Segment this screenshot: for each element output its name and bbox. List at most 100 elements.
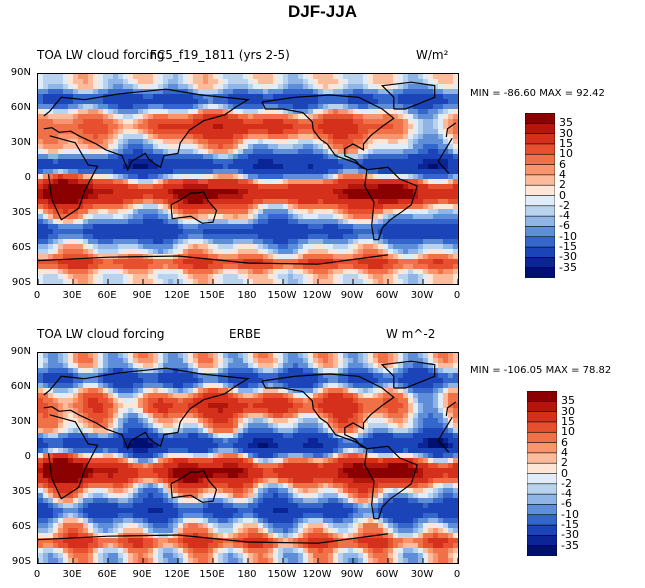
field-cell [163,189,169,195]
field-cell [188,89,194,95]
field-cell [168,224,174,230]
field-cell [128,174,134,180]
field-cell [43,393,49,399]
field-cell [403,184,409,190]
field-cell [418,239,424,245]
field-cell [408,89,414,95]
field-cell [393,358,399,364]
field-cell [433,423,439,429]
field-cell [53,408,59,414]
field-cell [333,224,339,230]
field-cell [308,164,314,170]
field-cell [128,368,134,374]
field-cell [163,179,169,185]
field-cell [218,249,224,255]
field-cell [208,254,214,260]
field-cell [123,204,129,210]
field-cell [333,418,339,424]
field-cell [98,199,104,205]
field-cell [248,154,254,160]
field-cell [73,144,79,150]
field-cell [133,94,139,100]
field-cell [378,254,384,260]
field-cell [113,239,119,245]
field-cell [153,269,159,275]
field-cell [198,398,204,404]
field-cell [358,204,364,210]
field-cell [398,164,404,170]
field-cell [178,413,184,419]
field-cell [53,214,59,220]
field-cell [168,269,174,275]
field-cell [68,388,74,394]
field-cell [383,433,389,439]
field-cell [98,378,104,384]
field-cell [203,114,209,120]
field-cell [263,219,269,225]
field-cell [278,79,284,85]
field-cell [113,383,119,389]
field-cell [148,383,154,389]
field-cell [158,383,164,389]
field-cell [103,214,109,220]
field-cell [248,264,254,270]
field-cell [248,199,254,205]
field-cell [443,189,449,195]
field-cell [183,159,189,165]
field-cell [428,214,434,220]
field-cell [98,84,104,90]
field-cell [203,179,209,185]
field-cell [48,423,54,429]
field-cell [38,274,44,280]
field-cell [398,239,404,245]
field-cell [338,214,344,220]
field-cell [303,99,309,105]
field-cell [248,244,254,250]
field-cell [263,109,269,115]
field-cell [388,373,394,379]
field-cell [93,254,99,260]
field-cell [98,363,104,369]
field-cell [448,94,454,100]
field-cell [413,418,419,424]
field-cell [433,373,439,379]
field-cell [243,279,249,284]
field-cell [168,119,174,125]
field-cell [113,269,119,275]
field-cell [258,109,264,115]
field-cell [388,154,394,160]
field-cell [58,353,64,359]
field-cell [233,174,239,180]
field-cell [43,124,49,130]
field-cell [413,428,419,434]
field-cell [188,179,194,185]
field-cell [163,433,169,439]
field-cell [433,189,439,195]
field-cell [433,84,439,90]
field-cell [43,353,49,359]
field-cell [78,124,84,130]
field-cell [178,154,184,160]
field-cell [433,393,439,399]
field-cell [228,154,234,160]
field-cell [213,194,219,200]
field-cell [173,358,179,364]
field-cell [183,383,189,389]
field-cell [143,269,149,275]
field-cell [228,393,234,399]
field-cell [393,398,399,404]
field-cell [403,149,409,155]
field-cell [38,129,44,135]
field-cell [428,104,434,110]
field-cell [388,144,394,150]
field-cell [428,134,434,140]
field-cell [378,368,384,374]
field-cell [88,94,94,100]
field-cell [243,239,249,245]
field-cell [308,239,314,245]
field-cell [203,174,209,180]
field-cell [158,264,164,270]
field-cell [243,264,249,270]
field-cell [253,383,259,389]
field-cell [228,179,234,185]
